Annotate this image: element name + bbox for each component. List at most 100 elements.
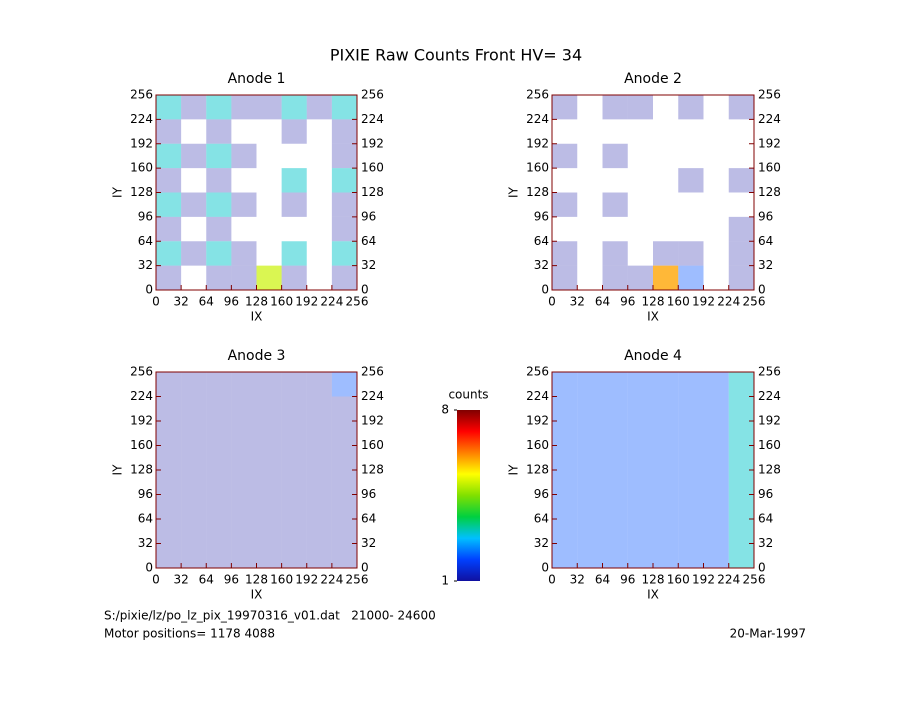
x-tick-label: 160 [667, 573, 690, 587]
y-tick-label: 192 [130, 414, 153, 428]
y2-tick-label: 128 [758, 463, 781, 477]
heat-cell [577, 95, 602, 119]
heat-cell [552, 168, 577, 192]
y2-tick-label: 0 [361, 561, 369, 575]
heat-cell [231, 372, 257, 397]
heat-cell [206, 543, 232, 568]
heat-cell [156, 119, 182, 144]
heat-cell [281, 168, 307, 193]
heat-cell [256, 519, 282, 544]
heat-cell [602, 470, 628, 495]
heat-cell [577, 168, 602, 192]
colorbar-tick-label: 8 [441, 403, 449, 417]
y2-tick-label: 128 [361, 463, 384, 477]
heat-cell [653, 144, 678, 168]
heat-cell [256, 470, 282, 495]
y-axis-label: IY [507, 186, 521, 198]
y-axis-label: IY [111, 464, 125, 476]
heat-cell [307, 144, 332, 168]
y-tick-label: 256 [130, 88, 153, 102]
y2-tick-label: 64 [758, 234, 773, 248]
heat-cell [577, 445, 603, 470]
heat-cell [703, 396, 729, 421]
heat-cell [231, 192, 257, 217]
heat-cell [181, 192, 207, 217]
heat-cell [281, 445, 307, 470]
x-tick-label: 224 [717, 295, 740, 309]
x-tick-label: 96 [620, 295, 635, 309]
heat-cell [602, 396, 628, 421]
heat-cell [729, 193, 754, 217]
x-tick-label: 256 [346, 573, 369, 587]
heat-cell [156, 216, 182, 242]
heat-cell [231, 265, 257, 290]
heat-cell [231, 168, 256, 192]
y-tick-label: 256 [526, 365, 549, 379]
heat-cell [728, 265, 754, 290]
heat-cell [627, 95, 653, 120]
heat-cell [602, 241, 628, 266]
y2-tick-label: 32 [361, 536, 376, 550]
heat-cell [206, 241, 232, 266]
colorbar-tick-label: 1 [441, 574, 449, 588]
heat-cell [231, 95, 257, 120]
y-tick-label: 64 [138, 234, 153, 248]
chart-title: PIXIE Raw Counts Front HV= 34 [330, 46, 582, 65]
y-tick-label: 96 [534, 209, 549, 223]
heat-cell [728, 445, 754, 470]
heat-cell [627, 543, 653, 568]
heat-cell [307, 119, 332, 143]
heat-cell [678, 543, 704, 568]
heat-cell [627, 494, 653, 519]
heat-cell [728, 494, 754, 519]
heat-cell [181, 543, 207, 568]
x-tick-label: 0 [548, 295, 556, 309]
colorbar [457, 410, 480, 581]
panel-title: Anode 2 [624, 71, 682, 87]
heat-cell [628, 168, 653, 192]
heat-cell [181, 143, 207, 169]
heat-cell [231, 241, 257, 266]
heat-cell [181, 119, 206, 143]
x-tick-label: 96 [224, 573, 239, 587]
y2-tick-label: 160 [361, 438, 384, 452]
heat-cell [703, 372, 729, 397]
heat-cell [257, 144, 282, 168]
heat-cell [156, 143, 182, 169]
heat-cell [231, 543, 257, 568]
heat-cell [256, 396, 282, 421]
heat-cell [331, 265, 357, 290]
y-tick-label: 64 [534, 234, 549, 248]
heat-cell [728, 216, 754, 242]
heat-cell [678, 265, 704, 290]
heat-cell [552, 192, 578, 217]
y2-tick-label: 128 [758, 185, 781, 199]
heat-cell [678, 396, 704, 421]
heat-cell [256, 421, 282, 446]
heat-cell [552, 143, 578, 169]
heat-cell [181, 372, 207, 397]
y2-tick-label: 96 [758, 487, 773, 501]
heat-cell [281, 421, 307, 446]
heat-cell [703, 519, 729, 544]
heat-cell [653, 168, 678, 192]
y2-tick-label: 224 [361, 389, 384, 403]
heat-cell [156, 494, 182, 519]
heat-cell [331, 470, 357, 495]
y2-tick-label: 128 [361, 185, 384, 199]
heat-cell [552, 494, 578, 519]
heat-cell [602, 421, 628, 446]
colorbar-label: counts [448, 388, 488, 402]
y-tick-label: 0 [145, 561, 153, 575]
heat-cell [577, 119, 602, 143]
heat-cell [602, 519, 628, 544]
heat-cell [653, 445, 679, 470]
heat-cell [331, 95, 357, 120]
y2-tick-label: 32 [758, 536, 773, 550]
heat-cell [602, 372, 628, 397]
heat-cell [577, 421, 603, 446]
y2-tick-label: 256 [361, 88, 384, 102]
x-axis-label: IX [647, 310, 659, 324]
heat-cell [331, 192, 357, 217]
heat-cell [552, 265, 578, 290]
